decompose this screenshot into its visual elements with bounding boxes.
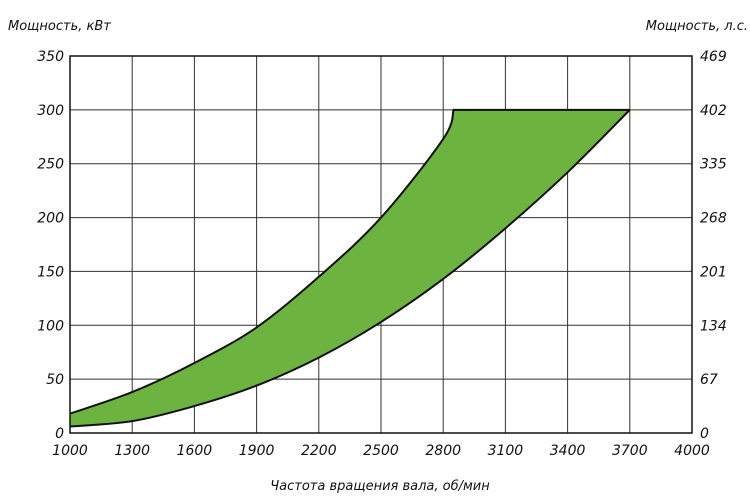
- y-axis-title-left: Мощность, кВт: [8, 19, 111, 34]
- x-tick-2200: 2200: [301, 443, 337, 459]
- x-tick-4000: 4000: [674, 443, 710, 459]
- y2-tick-67: 67: [700, 372, 718, 388]
- y-tick-labels-right: 0 67 134 201 268 335 402 469: [700, 49, 727, 442]
- plot-frame: [69, 55, 693, 434]
- x-tick-2800: 2800: [425, 443, 461, 459]
- x-tick-1000: 1000: [52, 443, 88, 459]
- y-tick-150: 150: [37, 264, 64, 280]
- x-tick-3400: 3400: [550, 443, 586, 459]
- upper-bound-line: [69, 108, 630, 415]
- y-tick-300: 300: [37, 103, 64, 119]
- lower-bound-line: [69, 109, 631, 428]
- y-tick-250: 250: [37, 157, 64, 173]
- x-tick-1300: 1300: [114, 443, 150, 459]
- y-tick-200: 200: [37, 211, 64, 227]
- x-tick-1600: 1600: [177, 443, 213, 459]
- y-axis-title-right: Мощность, л.с.: [646, 19, 748, 34]
- y2-tick-402: 402: [700, 103, 727, 119]
- power-band: [69, 108, 631, 428]
- x-tick-3100: 3100: [488, 443, 524, 459]
- y-tick-100: 100: [37, 318, 64, 334]
- y2-tick-469: 469: [700, 49, 727, 65]
- x-axis-title: Частота вращения вала, об/мин: [270, 479, 490, 494]
- x-tick-3700: 3700: [612, 443, 648, 459]
- y-tick-labels-left: 0 50 100 150 200 250 300 350: [37, 49, 64, 442]
- plot-border: [69, 55, 693, 434]
- y2-tick-0: 0: [700, 426, 709, 442]
- y2-tick-335: 335: [700, 157, 727, 173]
- x-tick-labels: 1000 1300 1600 1900 2200 2500 2800 3100 3400 3700…: [52, 443, 710, 459]
- y2-tick-201: 201: [700, 264, 727, 280]
- y2-tick-134: 134: [700, 318, 727, 334]
- y2-tick-268: 268: [700, 211, 727, 227]
- power-band-fill: [70, 109, 630, 427]
- x-tick-2500: 2500: [363, 443, 399, 459]
- y-tick-50: 50: [46, 372, 64, 388]
- x-tick-1900: 1900: [239, 443, 275, 459]
- y-tick-350: 350: [37, 49, 64, 65]
- y-tick-0: 0: [55, 426, 64, 442]
